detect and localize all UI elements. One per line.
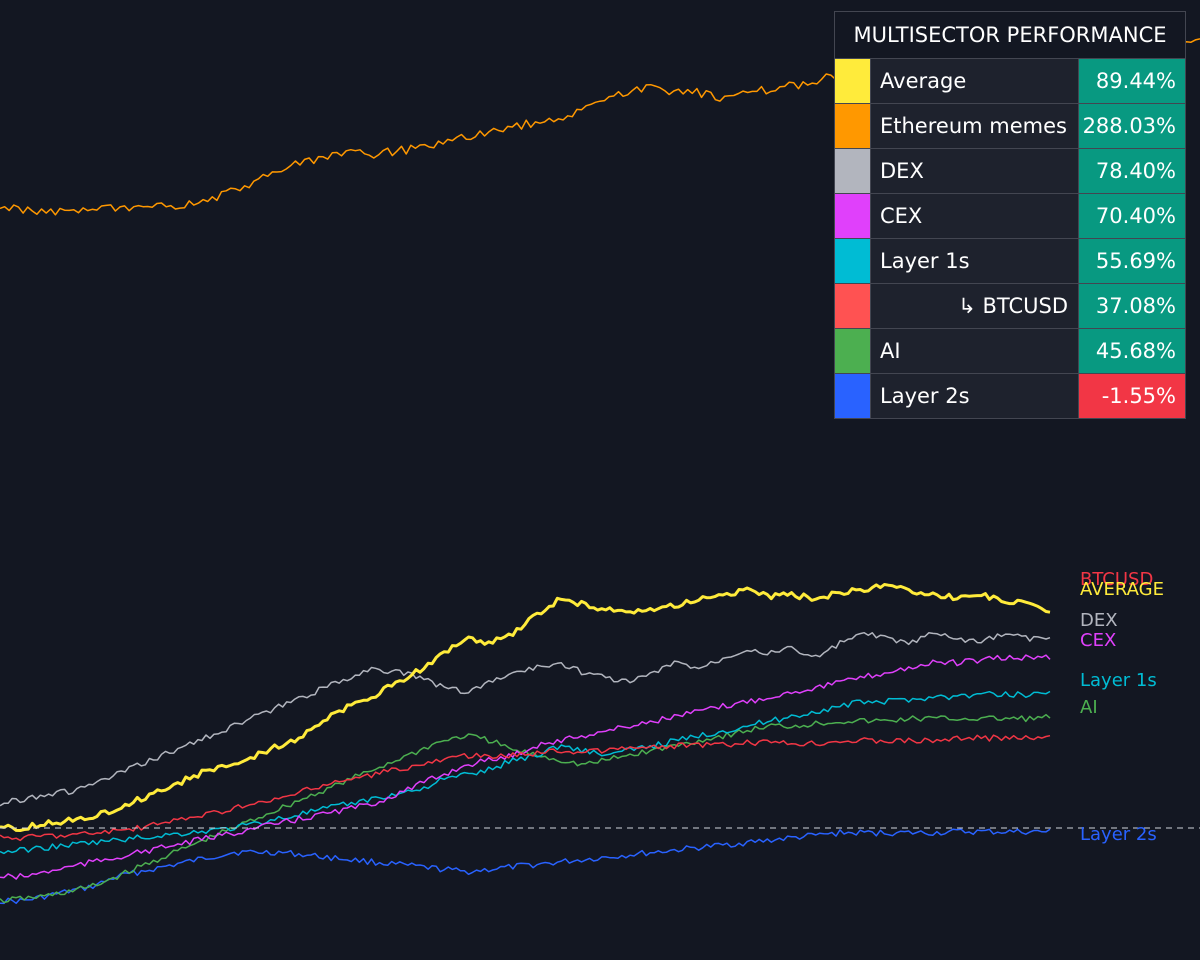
- color-swatch: [835, 329, 871, 373]
- row-name: AI: [871, 329, 1079, 373]
- row-value: 70.40%: [1079, 194, 1185, 238]
- series-line-ai: [0, 713, 1051, 904]
- table-row: Layer 1s 55.69%: [835, 239, 1185, 284]
- color-swatch: [835, 284, 871, 328]
- series-line-average: [0, 583, 1051, 832]
- row-value: -1.55%: [1079, 374, 1185, 418]
- table-title: MULTISECTOR PERFORMANCE: [835, 12, 1185, 59]
- table-row: Layer 2s -1.55%: [835, 374, 1185, 418]
- row-value: 37.08%: [1079, 284, 1185, 328]
- series-line-layer-2s: [0, 828, 1051, 905]
- row-name: Average: [871, 59, 1079, 103]
- table-row: AI 45.68%: [835, 329, 1185, 374]
- table-row: Average 89.44%: [835, 59, 1185, 104]
- table-row: CEX 70.40%: [835, 194, 1185, 239]
- row-name: Layer 1s: [871, 239, 1079, 283]
- table-rows: Average 89.44% Ethereum memes 288.03% DE…: [835, 59, 1185, 418]
- performance-table: MULTISECTOR PERFORMANCE Average 89.44% E…: [834, 11, 1186, 419]
- table-row: Ethereum memes 288.03%: [835, 104, 1185, 149]
- row-value: 55.69%: [1079, 239, 1185, 283]
- row-value: 288.03%: [1079, 104, 1185, 148]
- series-line-dex: [0, 631, 1051, 807]
- row-name: DEX: [871, 149, 1079, 193]
- color-swatch: [835, 104, 871, 148]
- label-cex: CEX: [1080, 630, 1117, 651]
- series-line-layer-1s: [0, 690, 1051, 855]
- label-layer1s: Layer 1s: [1080, 670, 1157, 691]
- row-value: 45.68%: [1079, 329, 1185, 373]
- row-name: Ethereum memes: [871, 104, 1079, 148]
- series-lines: [0, 38, 1200, 905]
- label-layer2s: Layer 2s: [1080, 824, 1157, 845]
- label-dex: DEX: [1080, 610, 1118, 631]
- series-line-btcusd: [0, 734, 1051, 842]
- label-average: AVERAGE: [1080, 579, 1164, 600]
- row-value: 78.40%: [1079, 149, 1185, 193]
- table-row: DEX 78.40%: [835, 149, 1185, 194]
- row-name: Layer 2s: [871, 374, 1079, 418]
- color-swatch: [835, 194, 871, 238]
- label-btcusd: BTCUSD: [1080, 569, 1154, 590]
- row-value: 89.44%: [1079, 59, 1185, 103]
- label-ai: AI: [1080, 697, 1098, 718]
- table-row: ↳ BTCUSD 37.08%: [835, 284, 1185, 329]
- color-swatch: [835, 149, 871, 193]
- series-line-cex: [0, 654, 1051, 880]
- color-swatch: [835, 374, 871, 418]
- row-name: ↳ BTCUSD: [871, 284, 1079, 328]
- row-name: CEX: [871, 194, 1079, 238]
- color-swatch: [835, 59, 871, 103]
- color-swatch: [835, 239, 871, 283]
